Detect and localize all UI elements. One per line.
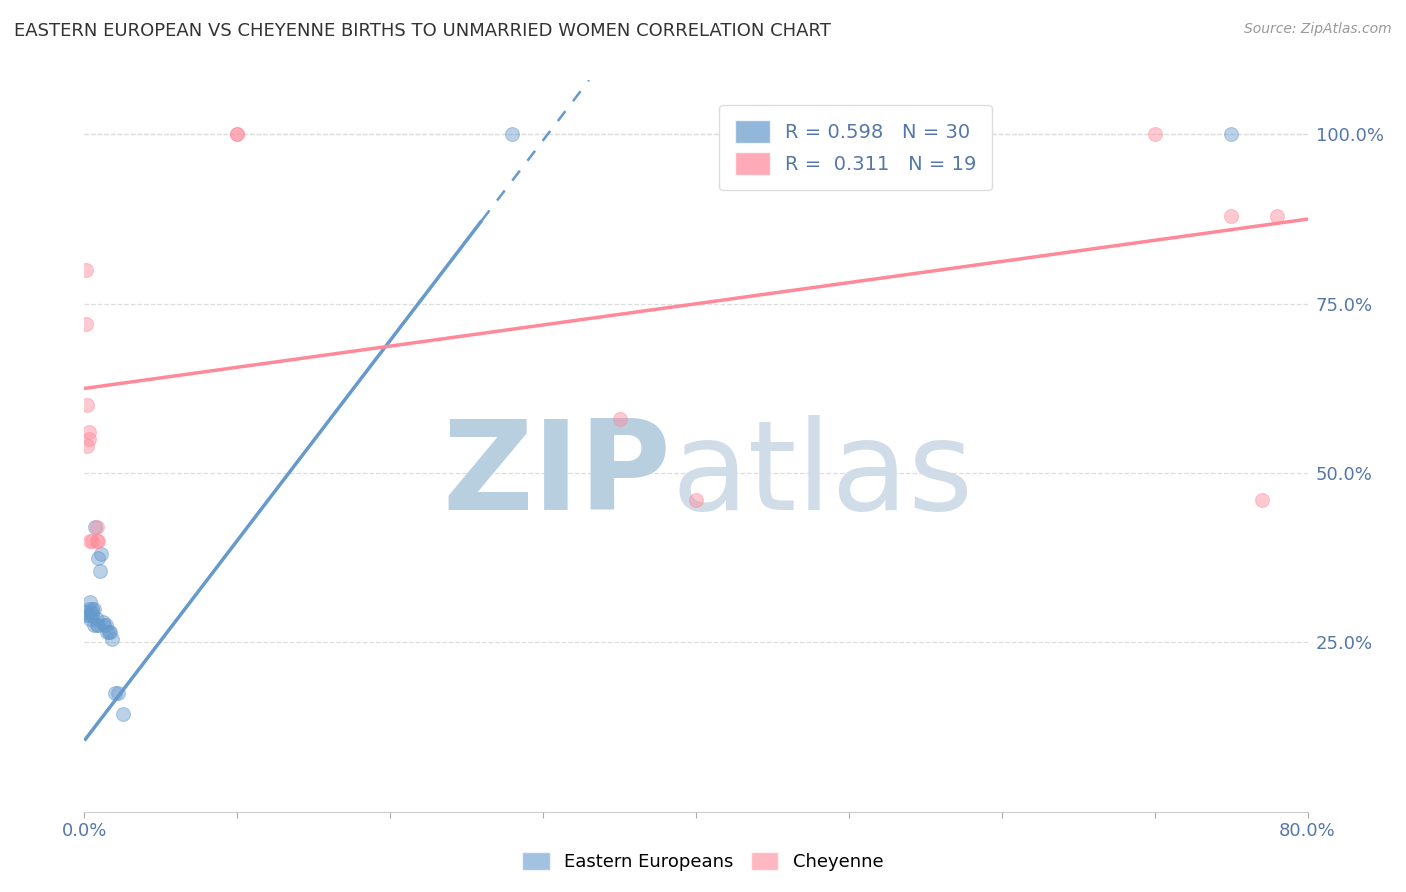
Point <box>93 618 115 632</box>
Point <box>77 608 100 623</box>
Point <box>685 493 707 508</box>
Point <box>101 632 124 646</box>
Point <box>87 533 110 548</box>
Text: atlas: atlas <box>672 415 973 536</box>
Point <box>502 128 524 142</box>
Point <box>87 550 110 565</box>
Point <box>79 595 101 609</box>
Point <box>90 547 112 561</box>
Point <box>76 398 98 412</box>
Point <box>75 605 97 619</box>
Text: EASTERN EUROPEAN VS CHEYENNE BIRTHS TO UNMARRIED WOMEN CORRELATION CHART: EASTERN EUROPEAN VS CHEYENNE BIRTHS TO U… <box>14 22 831 40</box>
Point <box>77 432 100 446</box>
Point <box>1250 493 1272 508</box>
Point <box>107 686 129 700</box>
Point <box>86 520 108 534</box>
Point <box>94 618 117 632</box>
Point <box>76 439 98 453</box>
Point <box>1143 128 1166 142</box>
Point <box>80 605 103 619</box>
Point <box>80 533 103 548</box>
Point <box>226 128 249 142</box>
Point <box>1220 209 1243 223</box>
Point <box>86 612 108 626</box>
Point <box>75 317 97 331</box>
Point <box>83 601 105 615</box>
Text: Source: ZipAtlas.com: Source: ZipAtlas.com <box>1244 22 1392 37</box>
Point <box>83 618 105 632</box>
Point <box>79 612 101 626</box>
Point <box>96 625 118 640</box>
Point <box>609 412 631 426</box>
Point <box>111 706 134 721</box>
Legend: Eastern Europeans, Cheyenne: Eastern Europeans, Cheyenne <box>515 845 891 879</box>
Point <box>80 608 103 623</box>
Point <box>76 608 98 623</box>
Point <box>1265 209 1288 223</box>
Point <box>80 601 103 615</box>
Point <box>98 625 121 640</box>
Point <box>84 520 107 534</box>
Point <box>86 618 108 632</box>
Point <box>104 686 127 700</box>
Point <box>77 601 100 615</box>
Point <box>91 615 114 629</box>
Point <box>87 618 110 632</box>
Point <box>79 533 101 548</box>
Point <box>89 564 111 578</box>
Point <box>97 625 120 640</box>
Point <box>86 533 108 548</box>
Point <box>226 128 249 142</box>
Point <box>1220 128 1243 142</box>
Point <box>75 263 97 277</box>
Text: ZIP: ZIP <box>443 415 672 536</box>
Point <box>77 425 100 440</box>
Legend: R = 0.598   N = 30, R =  0.311   N = 19: R = 0.598 N = 30, R = 0.311 N = 19 <box>718 104 993 190</box>
